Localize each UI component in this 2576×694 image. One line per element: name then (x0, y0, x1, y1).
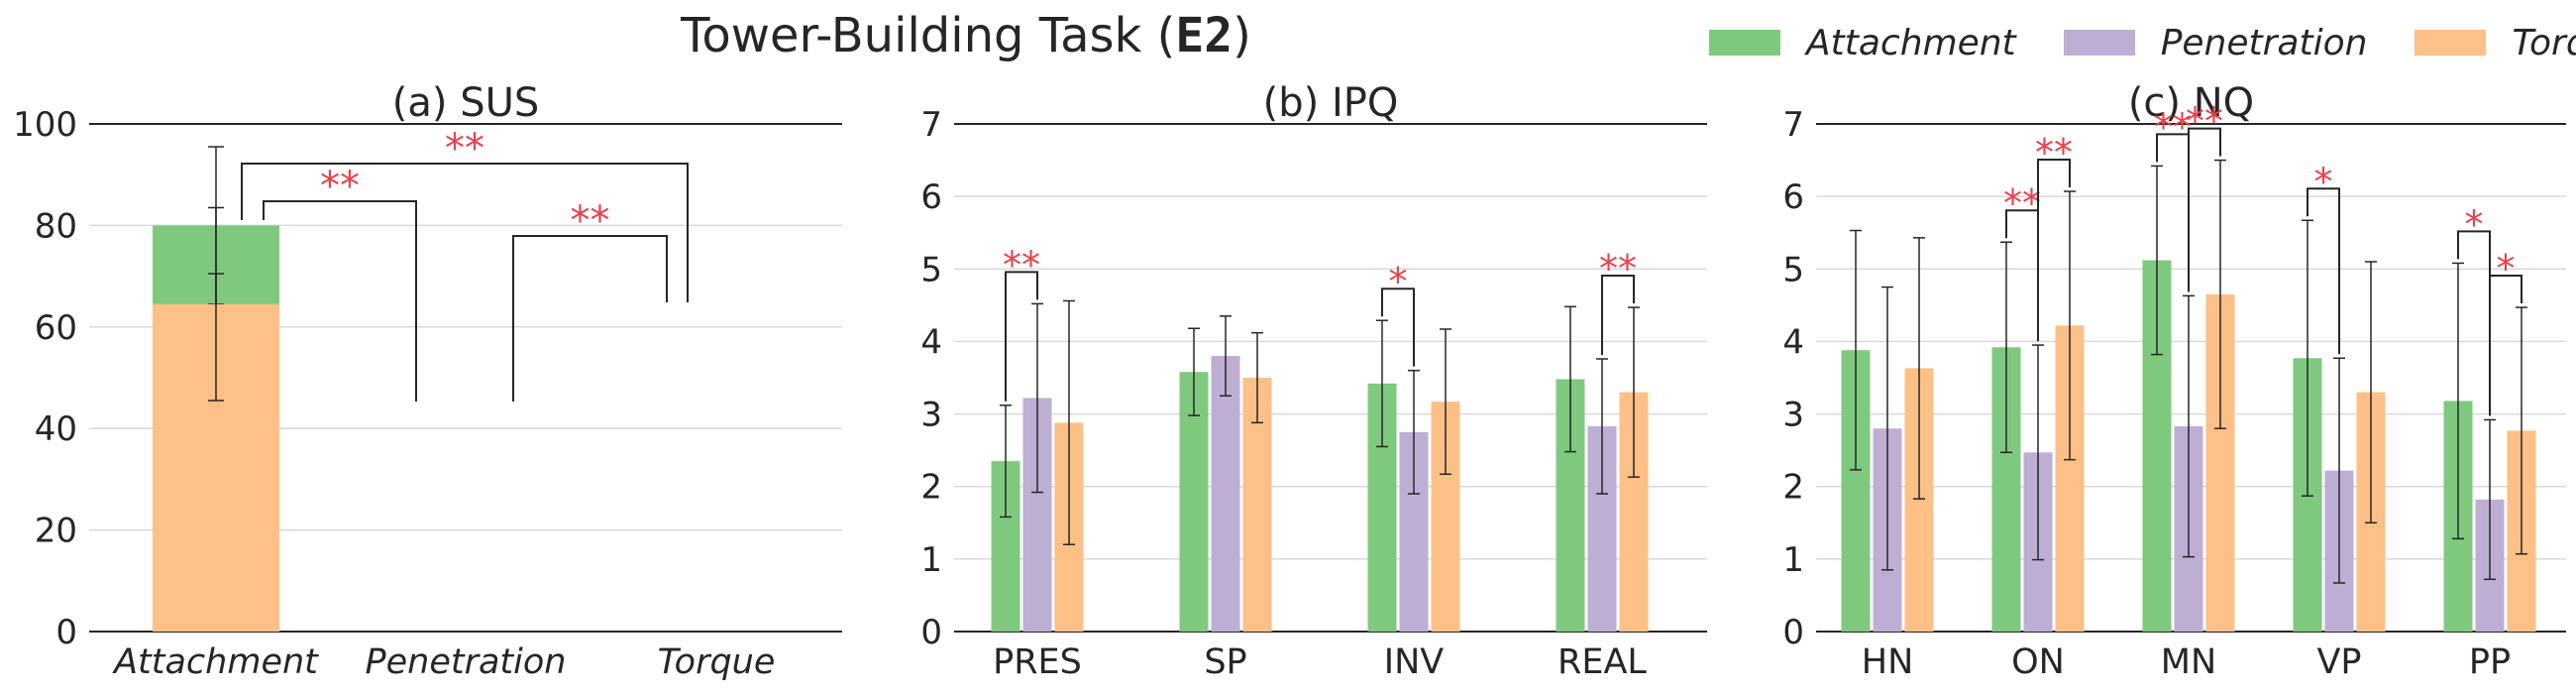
sus-ytick-20: 20 (35, 512, 77, 551)
ipq-xtick-pres: PRES (993, 642, 1082, 682)
figure-title-suffix: ) (1233, 8, 1251, 63)
ipq-ytick-1: 1 (920, 540, 942, 580)
ipq-xtick-real: REAL (1557, 642, 1647, 682)
nq-significance-bracket-0 (2005, 209, 2039, 342)
nq-ytick-7: 7 (1782, 105, 1804, 145)
nq-significance-label-0: ** (2003, 181, 2041, 225)
sus-xtick-penetration: Penetration (366, 642, 567, 682)
figure-title-bold: E2 (1175, 8, 1234, 63)
legend-label-torque: Torque (2512, 22, 2576, 63)
sus-significance-label-0: ** (320, 164, 360, 209)
nq-xtick-hn: HN (1862, 642, 1914, 682)
nq-xtick-mn: MN (2161, 642, 2216, 682)
ipq-ytick-5: 5 (920, 250, 942, 289)
legend-label-attachment: Attachment (1806, 22, 2016, 63)
ipq-title: (b) IPQ (1263, 80, 1399, 126)
ipq-significance-bracket-2 (1601, 275, 1635, 355)
nq-significance-bracket-3 (2188, 127, 2221, 292)
sus-significance-label-2: ** (445, 126, 484, 172)
nq-ytick-3: 3 (1782, 396, 1804, 435)
ipq-ytick-2: 2 (920, 468, 942, 508)
legend-item-attachment: Attachment (1709, 23, 2016, 63)
ipq-xtick-sp: SP (1204, 642, 1246, 682)
sus-significance-bracket-1 (512, 235, 668, 402)
sus-xtick-torque: Torque (658, 642, 776, 682)
legend-swatch-penetration (2063, 30, 2135, 56)
figure-title: Tower-Building Task (E2) (0, 8, 1932, 63)
sus-ytick-0: 0 (55, 613, 77, 652)
ipq-significance-label-1: * (1389, 260, 1408, 303)
ipq-significance-label-0: ** (1003, 243, 1040, 287)
nq-significance-bracket-1 (2037, 159, 2071, 342)
ipq-xtick-inv: INV (1384, 642, 1445, 682)
nq-ytick-0: 0 (1782, 613, 1804, 652)
nq-ytick-2: 2 (1782, 468, 1804, 508)
legend-swatch-torque (2415, 30, 2487, 56)
ipq-ytick-4: 4 (920, 322, 942, 362)
ipq-significance-bracket-0 (1005, 271, 1038, 402)
ipq-ytick-3: 3 (920, 396, 942, 435)
sus-ytick-100: 100 (13, 105, 77, 145)
nq-xtick-vp: VP (2316, 642, 2361, 682)
nq-significance-label-3: ** (2186, 100, 2223, 144)
ipq-significance-bracket-1 (1381, 288, 1415, 367)
ipq-ytick-6: 6 (920, 177, 942, 217)
ipq-bar-sp-penetration (1211, 356, 1240, 632)
sus-significance-label-1: ** (571, 198, 610, 244)
nq-ytick-5: 5 (1782, 250, 1804, 289)
ipq-ytick-7: 7 (920, 105, 942, 145)
nq-title: (c) NQ (2128, 80, 2254, 126)
sus-significance-bracket-2 (241, 163, 689, 302)
legend-swatch-attachment (1709, 30, 1780, 56)
nq-ytick-6: 6 (1782, 177, 1804, 217)
ipq-significance-label-2: ** (1599, 247, 1637, 290)
legend: Attachment Penetration Torque (1709, 20, 2576, 65)
nq-significance-label-1: ** (2035, 131, 2073, 174)
nq-significance-label-6: * (2497, 247, 2516, 290)
nq-ytick-4: 4 (1782, 322, 1804, 362)
nq-xtick-on: ON (2011, 642, 2065, 682)
sus-ytick-40: 40 (35, 409, 77, 449)
ipq-ytick-0: 0 (920, 613, 942, 652)
nq-significance-bracket-4 (2307, 187, 2340, 355)
nq-ytick-1: 1 (1782, 540, 1804, 580)
sus-xtick-attachment: Attachment (112, 642, 319, 682)
sus-ytick-60: 60 (35, 308, 77, 348)
nq-significance-bracket-6 (2489, 275, 2522, 416)
legend-label-penetration: Penetration (2160, 22, 2368, 63)
figure-title-prefix: Tower-Building Task ( (681, 8, 1176, 63)
sus-title: (a) SUS (392, 80, 540, 126)
nq-significance-label-4: * (2314, 160, 2333, 203)
sus-significance-bracket-0 (263, 200, 417, 402)
nq-xtick-pp: PP (2469, 642, 2511, 682)
legend-item-penetration: Penetration (2063, 22, 2368, 63)
nq-significance-bracket-5 (2457, 230, 2491, 416)
nq-significance-label-5: * (2465, 202, 2484, 246)
legend-item-torque: Torque (2415, 23, 2576, 63)
sus-ytick-80: 80 (35, 206, 77, 246)
nq-significance-label-2: ** (2154, 105, 2192, 149)
